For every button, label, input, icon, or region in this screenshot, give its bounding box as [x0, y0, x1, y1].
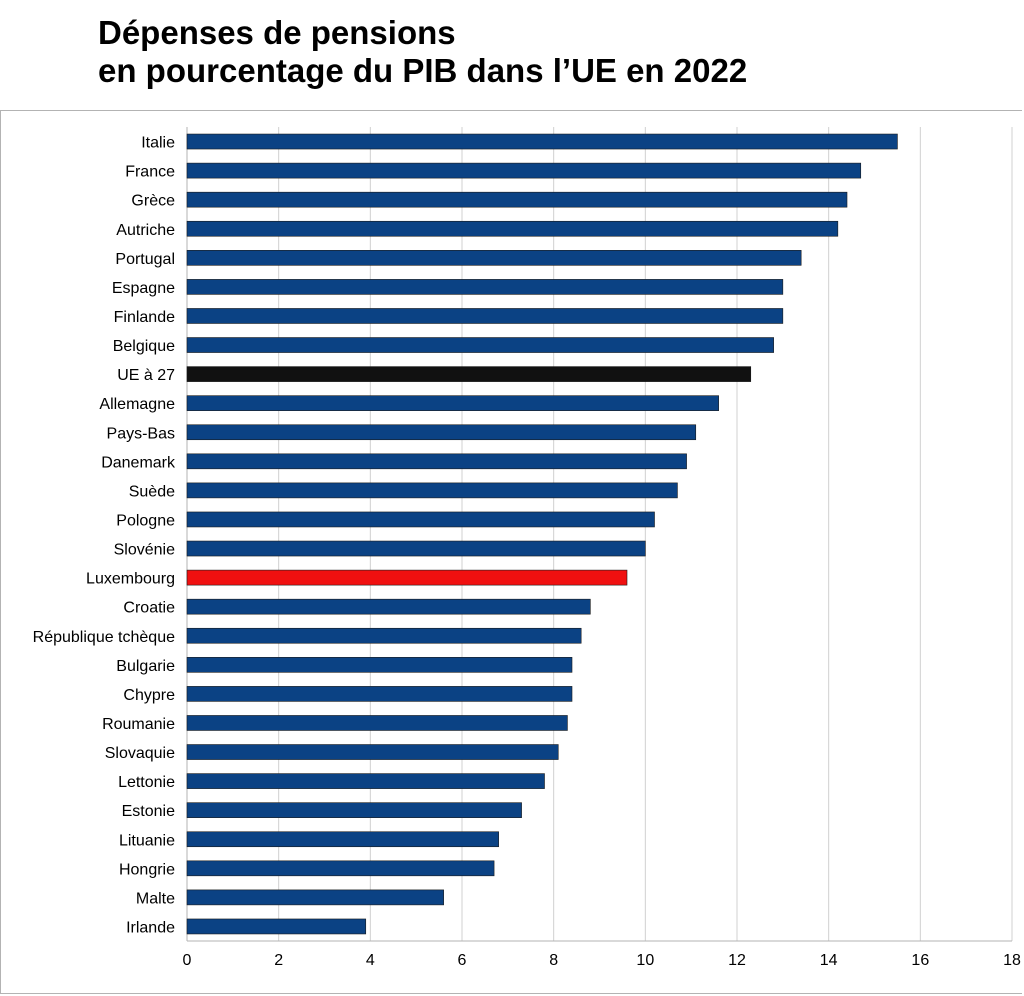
category-label: Pays-Bas — [107, 425, 175, 442]
category-label: Pologne — [116, 512, 175, 529]
bar-roumanie — [186, 715, 568, 731]
category-label: République tchèque — [33, 629, 175, 646]
category-label: Espagne — [112, 280, 175, 297]
category-label: Slovénie — [114, 542, 175, 559]
category-label: Luxembourg — [86, 571, 175, 588]
category-label: Lettonie — [118, 774, 175, 791]
bar-finlande — [186, 308, 784, 324]
bar-malte — [186, 889, 444, 906]
bar-pologne — [186, 511, 655, 528]
category-label: Lituanie — [119, 832, 175, 849]
bar-estonie — [186, 802, 522, 818]
bar-pays-bas — [186, 424, 697, 441]
category-label: Danemark — [101, 454, 176, 471]
category-label: France — [125, 164, 175, 181]
bar-espagne — [186, 279, 784, 295]
x-tick-label: 12 — [728, 952, 746, 969]
category-label: UE à 27 — [117, 367, 175, 384]
bar-chypre — [186, 686, 573, 702]
x-tick-label: 14 — [820, 952, 838, 969]
bar-ue-27 — [186, 366, 752, 382]
bar-hongrie — [186, 860, 495, 877]
x-tick-label: 2 — [274, 952, 283, 969]
x-tick-label: 4 — [366, 952, 375, 969]
category-label: Croatie — [123, 600, 175, 617]
bar-lettonie — [186, 773, 545, 789]
x-tick-label: 16 — [911, 952, 929, 969]
x-tick-label: 18 — [1003, 952, 1021, 969]
category-label: Finlande — [114, 309, 175, 326]
category-label: Portugal — [115, 251, 175, 268]
category-label: Slovaquie — [105, 745, 175, 762]
category-label: Grèce — [131, 193, 175, 210]
bar-croatie — [186, 598, 591, 615]
category-label: Autriche — [116, 222, 175, 239]
bar-lituanie — [186, 831, 499, 848]
category-label: Malte — [136, 890, 175, 907]
chart-title-line-2: en pourcentage du PIB dans l’UE en 2022 — [98, 52, 748, 89]
category-label: Suède — [129, 483, 175, 500]
category-label: Italie — [141, 135, 175, 152]
bar-allemagne — [186, 395, 719, 411]
bar-portugal — [186, 250, 802, 266]
category-label: Roumanie — [102, 716, 175, 733]
x-tick-label: 10 — [636, 952, 654, 969]
bars — [186, 133, 898, 935]
x-tick-label: 8 — [549, 952, 558, 969]
chart-title-line-1: Dépenses de pensions — [98, 14, 456, 51]
bar-danemark — [186, 453, 687, 470]
gridlines — [186, 127, 1013, 942]
category-label: Estonie — [122, 803, 175, 820]
bar-autriche — [186, 220, 839, 237]
x-axis-ticks: 0 2 4 6 8 10 12 14 16 18 — [183, 952, 1021, 969]
x-tick-label: 6 — [458, 952, 467, 969]
bar-france — [186, 162, 862, 179]
category-labels: Italie France Grèce Autriche Portugal Espagne… — [33, 135, 176, 937]
bar-bulgarie — [186, 657, 573, 673]
bar-r-publique-tch-que — [186, 627, 582, 644]
bar-slov-nie — [186, 540, 646, 557]
bar-irlande — [186, 918, 367, 935]
bar-belgique — [186, 337, 774, 353]
category-label: Belgique — [113, 338, 175, 355]
bar-slovaquie — [186, 744, 559, 760]
bar-italie — [186, 133, 898, 150]
bar-gr-ce — [186, 191, 848, 208]
bar-luxembourg — [186, 569, 628, 586]
x-tick-label: 0 — [183, 952, 192, 969]
category-label: Irlande — [126, 919, 175, 936]
bar-chart: Italie France Grèce Autriche Portugal Espagne… — [33, 127, 1021, 969]
chart-area: Italie France Grèce Autriche Portugal Espagne… — [0, 110, 1022, 994]
category-label: Chypre — [123, 687, 175, 704]
bar-su-de — [186, 482, 678, 499]
chart-title: Dépenses de pensions en pourcentage du P… — [98, 14, 747, 90]
category-label: Hongrie — [119, 861, 175, 878]
category-label: Allemagne — [99, 396, 175, 413]
category-label: Bulgarie — [116, 658, 175, 675]
